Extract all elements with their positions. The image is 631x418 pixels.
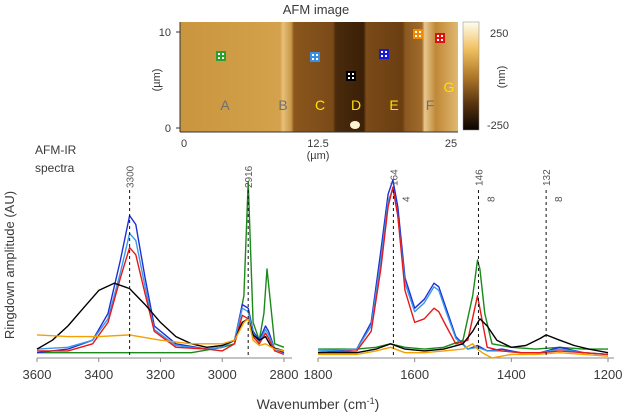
x-tick-label: 3400 (84, 367, 113, 382)
afm-region-d: D (351, 97, 361, 113)
afm-region-b: B (278, 97, 287, 113)
afm-bright-spot (350, 121, 360, 129)
marker-label-1468-b: 8 (486, 196, 497, 202)
x-tick-label: 3200 (146, 367, 175, 382)
series-green (37, 181, 285, 354)
x-tick-label: 3000 (208, 367, 237, 382)
series-orange (318, 343, 609, 359)
afm-ytick-label-10: 10 (159, 27, 171, 39)
series-lightblue (36, 232, 285, 352)
series-red (37, 246, 285, 356)
marker-label-3300: 3300 (126, 165, 137, 188)
afm-marker (216, 51, 226, 61)
colorbar-min-label: -250 (487, 120, 509, 132)
afm-region-g: G (444, 79, 455, 95)
afm-region-f: F (426, 97, 435, 113)
afm-marker (346, 71, 356, 81)
x-tick-label: 3600 (23, 367, 52, 382)
afm-region-a: A (220, 97, 230, 113)
afm-marker (310, 52, 320, 62)
afm-x-axis-label: (µm) (307, 150, 330, 162)
colorbar-max-label: 250 (490, 28, 508, 40)
series-red (317, 186, 609, 356)
marker-label-1468-a: 146 (474, 169, 485, 186)
marker-label-1328-a: 132 (542, 169, 553, 186)
afm-ytick-label-0: 0 (165, 123, 171, 135)
afm-position-markers (216, 29, 445, 81)
afm-marker (435, 33, 445, 43)
series-black (318, 318, 609, 354)
y-axis-label: Ringdown amplitude (AU) (2, 191, 17, 339)
marker-label-1328-b: 8 (554, 196, 565, 202)
series-blue (317, 179, 609, 356)
marker-label-2916: 2916 (244, 165, 255, 188)
colorbar (462, 21, 480, 131)
series-orange (36, 318, 285, 352)
afm-region-e: E (389, 97, 398, 113)
afm-xtick-label-25: 25 (445, 138, 457, 150)
x-tick-label: 1200 (594, 367, 623, 382)
afm-xtick-label-12-5: 12.5 (307, 138, 328, 150)
marker-label-1644-b: 4 (401, 196, 412, 202)
afm-region-labels: A B C D E FG (220, 79, 454, 113)
afm-region-c: C (315, 97, 325, 113)
right-spectra-panel: 1800 1600 1400 1200 164 4 146 8 132 8 (304, 169, 623, 382)
marker-label-1644-a: 164 (389, 169, 400, 186)
series-green (318, 259, 608, 350)
x-tick-label: 1800 (304, 367, 333, 382)
series-blue (36, 214, 285, 354)
x-tick-label: 1400 (497, 367, 526, 382)
afm-y-axis-label: (µm) (151, 69, 163, 92)
afm-xtick-label-0: 0 (181, 138, 187, 150)
afm-title: AFM image (283, 2, 349, 17)
afm-ir-label-line2: spectra (35, 161, 75, 175)
afm-marker (379, 49, 389, 59)
afm-image (180, 22, 458, 132)
x-tick-label: 2800 (270, 367, 299, 382)
afm-marker (413, 29, 423, 39)
afm-ir-label-line1: AFM-IR (35, 143, 77, 157)
x-axis-label: Wavenumber (cm-1) (257, 396, 380, 412)
left-spectra-panel: 3600 3400 3200 3000 2800 3300 2916 (23, 165, 299, 382)
colorbar-unit-label: (nm) (496, 66, 508, 89)
series-lightblue (317, 188, 609, 356)
x-tick-label: 1600 (400, 367, 429, 382)
series-black (36, 282, 285, 352)
